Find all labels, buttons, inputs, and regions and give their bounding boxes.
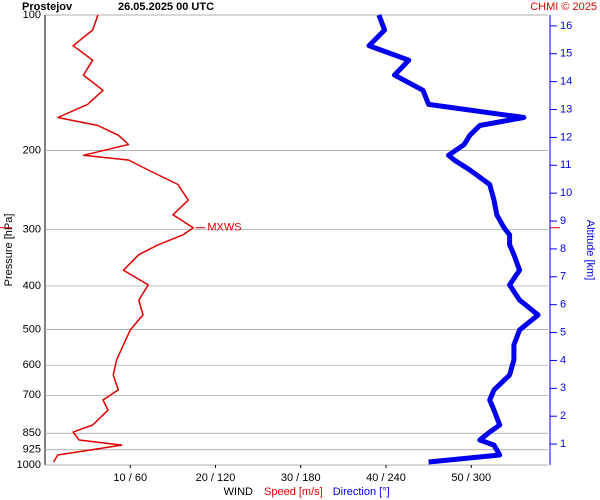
y2-tick-label: 16 [560,20,572,32]
y2-tick-label: 7 [560,271,566,283]
y-tick-label: 400 [23,280,41,292]
x-axis-label: WIND [224,486,253,498]
y-tick-label: 925 [23,444,41,456]
y2-tick-label: 1 [560,438,566,450]
y2-tick-label: 13 [560,103,572,115]
y2-tick-label: 14 [560,76,572,88]
x-tick-label: 40 / 240 [366,472,406,484]
series-line [366,14,541,465]
x-tick-label: 20 / 120 [196,472,236,484]
x-tick-label: 30 / 180 [281,472,321,484]
y2-tick-label: 11 [560,159,571,171]
y-tick-label: 1000 [17,459,41,471]
y2-tick-label: 15 [560,48,572,60]
y2-tick-label: 12 [560,131,572,143]
y-tick-label: 700 [23,389,41,401]
y2-tick-label: 2 [560,410,566,422]
chart-subtitle: 26.05.2025 00 UTC [118,1,214,13]
y2-tick-label: 6 [560,299,566,311]
y2-tick-label: 4 [560,354,566,366]
y2-axis-label: Altitude [km] [584,220,596,281]
y-axis-label: Pressure [hPa] [3,214,15,287]
y2-tick-label: 10 [560,187,572,199]
credit: CHMI © 2025 [530,1,597,13]
annotation-label: MXWS [207,222,241,234]
y-tick-label: 100 [23,9,41,21]
y-tick-label: 850 [23,427,41,439]
y-tick-label: 200 [23,144,41,156]
legend-entry: Speed [m/s] [264,486,323,498]
y2-tick-label: 9 [560,215,566,227]
y-tick-label: 300 [23,224,41,236]
chart-title: Prostejov [22,1,73,13]
legend-entry: Direction [°] [333,486,390,498]
y2-tick-label: 3 [560,382,566,394]
y-tick-label: 600 [23,359,41,371]
y2-tick-label: 8 [560,243,566,255]
x-tick-label: 10 / 60 [113,472,147,484]
y-tick-label: 500 [23,323,41,335]
series-line [52,14,195,463]
y2-tick-label: 5 [560,326,566,338]
x-tick-label: 50 / 300 [451,472,491,484]
